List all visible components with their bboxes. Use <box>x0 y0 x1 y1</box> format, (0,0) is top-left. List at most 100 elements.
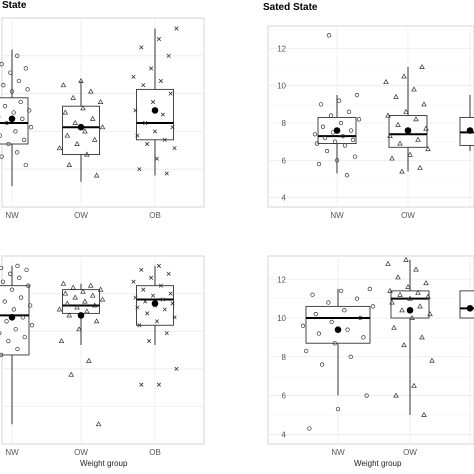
box-ob <box>131 263 179 387</box>
data-point <box>168 91 173 96</box>
data-point <box>143 120 148 126</box>
data-point <box>11 110 16 115</box>
plot-frame <box>1 255 205 445</box>
data-point <box>13 129 18 134</box>
box-ob <box>459 290 474 319</box>
data-point <box>147 339 152 344</box>
y-tick-label: 4 <box>282 430 287 439</box>
panel-top-left: NW OW OB <box>0 17 205 220</box>
data-point <box>15 263 20 269</box>
data-point <box>20 116 25 121</box>
data-point <box>387 133 393 139</box>
data-point <box>397 140 403 146</box>
data-point <box>332 139 338 144</box>
data-point <box>389 155 395 161</box>
box-nw <box>300 286 376 431</box>
data-point <box>409 315 415 320</box>
data-point <box>300 323 306 328</box>
data-point <box>407 151 413 157</box>
data-point <box>318 102 324 107</box>
panel-title-top-left: State <box>2 0 27 11</box>
mean-point <box>406 306 414 314</box>
data-point <box>4 319 9 324</box>
data-point <box>174 366 179 371</box>
data-point <box>0 62 4 67</box>
data-point <box>370 304 376 309</box>
data-point <box>137 323 142 328</box>
data-point <box>166 271 171 276</box>
mean-point <box>77 312 85 319</box>
data-point <box>131 279 136 284</box>
x-axis-label-bottom-right: Weight group <box>354 459 402 468</box>
data-point <box>143 299 148 304</box>
data-point <box>89 292 96 298</box>
data-point <box>160 112 165 117</box>
data-point <box>364 393 369 398</box>
box-ow <box>56 77 106 182</box>
data-point <box>334 158 340 163</box>
x-tick-label: NW <box>5 211 19 220</box>
data-point <box>60 82 67 88</box>
data-point <box>28 125 34 130</box>
y-tick-label: 6 <box>282 156 287 165</box>
data-point <box>145 141 150 147</box>
data-point <box>413 116 419 122</box>
data-point <box>149 275 154 280</box>
data-point <box>133 295 138 300</box>
data-point <box>27 108 32 113</box>
plot-frame <box>267 25 474 208</box>
data-point <box>91 136 98 142</box>
box-ow <box>385 256 435 417</box>
data-point <box>417 164 423 170</box>
data-point <box>314 141 320 146</box>
data-point <box>150 293 156 298</box>
data-point <box>1 83 6 88</box>
data-point <box>423 125 429 131</box>
data-point <box>356 117 362 122</box>
data-point <box>135 305 140 310</box>
box-ow <box>383 64 431 174</box>
data-point <box>18 295 24 300</box>
data-point <box>2 104 8 109</box>
data-point <box>342 143 348 148</box>
data-point <box>348 128 354 133</box>
y-tick-label: 6 <box>282 392 287 401</box>
data-point <box>150 99 156 105</box>
data-point <box>417 303 423 309</box>
data-point <box>145 311 150 316</box>
data-point <box>56 145 63 151</box>
data-point <box>329 319 334 325</box>
mean-point <box>8 314 16 321</box>
data-point <box>2 299 7 304</box>
mean-point <box>151 300 159 307</box>
data-point <box>322 135 328 141</box>
box-ow <box>56 280 106 427</box>
data-point <box>84 308 90 314</box>
data-point <box>56 306 63 312</box>
data-point <box>149 66 154 71</box>
data-point <box>419 64 425 70</box>
mean-point <box>8 115 16 123</box>
data-point <box>421 411 427 417</box>
data-point <box>415 136 421 142</box>
data-point <box>0 133 3 138</box>
data-point <box>0 279 6 284</box>
x-tick-label: OW <box>403 448 417 457</box>
x-axis-label-bottom-left: Weight group <box>80 459 128 468</box>
data-point <box>346 109 352 114</box>
y-tick-label: 8 <box>282 353 287 362</box>
data-point <box>397 291 403 297</box>
data-point <box>4 120 9 126</box>
mean-point <box>334 326 342 333</box>
x-tick-label: OB <box>149 448 161 457</box>
data-point <box>22 334 27 340</box>
data-point <box>93 172 100 178</box>
data-point <box>16 78 22 84</box>
box-nw <box>0 263 35 425</box>
data-point <box>393 93 399 99</box>
data-point <box>174 26 179 31</box>
data-point <box>87 282 94 288</box>
data-point <box>354 92 360 98</box>
data-point <box>411 382 417 388</box>
data-point <box>342 308 347 313</box>
